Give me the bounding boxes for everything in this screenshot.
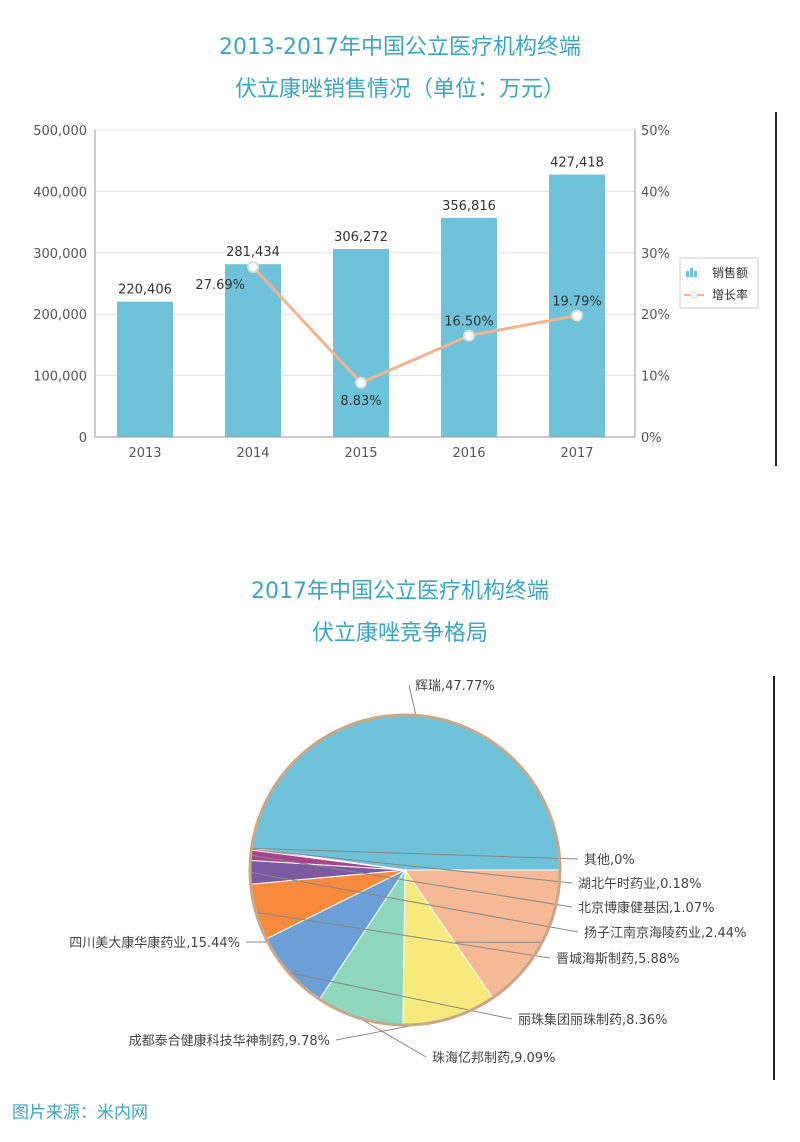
left-tick-label: 200,000 bbox=[33, 308, 87, 323]
bar bbox=[117, 301, 173, 437]
legend bbox=[679, 257, 759, 309]
growth-point bbox=[571, 309, 583, 322]
bar bbox=[225, 264, 281, 437]
growth-label: 16.50% bbox=[444, 315, 494, 330]
x-tick-label: 2016 bbox=[452, 446, 485, 461]
left-tick-label: 500,000 bbox=[33, 124, 87, 139]
slice-label: 成都泰合健康科技华神制药,9.78% bbox=[129, 1033, 330, 1049]
chart1-title: 2013-2017年中国公立医疗机构终端 bbox=[219, 35, 581, 60]
legend-item: 增长率 bbox=[712, 287, 748, 302]
growth-point bbox=[355, 376, 367, 389]
bar-legend-icon bbox=[694, 271, 697, 277]
pie-chart: 辉瑞,47.77% 四川美大康华康药业,15.44% 成都泰合健康科技华神制药,9.… bbox=[69, 679, 746, 1066]
slice-label: 辉瑞,47.77% bbox=[415, 679, 495, 694]
bar-legend-icon bbox=[690, 268, 693, 277]
right-tick-label: 50% bbox=[641, 124, 670, 139]
line-legend-icon bbox=[690, 291, 698, 299]
leader-line bbox=[255, 911, 551, 959]
leader-line bbox=[288, 972, 513, 1020]
x-tick-label: 2013 bbox=[128, 446, 161, 461]
growth-point bbox=[247, 260, 259, 273]
bar bbox=[441, 217, 497, 437]
bar bbox=[333, 248, 389, 437]
leader-line bbox=[250, 854, 573, 908]
slice-label: 湖北午时药业,0.18% bbox=[578, 877, 701, 892]
chart2-subtitle: 伏立康唑竞争格局 bbox=[311, 621, 488, 646]
bar-label: 281,434 bbox=[226, 245, 280, 260]
bar-label: 427,418 bbox=[550, 156, 604, 171]
bar-label: 306,272 bbox=[334, 230, 388, 245]
slice-label: 扬子江南京海陵药业,2.44% bbox=[584, 925, 746, 941]
left-tick-label: 300,000 bbox=[33, 247, 87, 262]
leader-line bbox=[359, 1017, 427, 1058]
leader-line bbox=[249, 871, 579, 933]
chart2-title: 2017年中国公立医疗机构终端 bbox=[251, 579, 549, 604]
legend-item: 销售额 bbox=[712, 265, 748, 280]
divider bbox=[775, 112, 777, 466]
slice-label: 四川美大康华康药业,15.44% bbox=[69, 935, 240, 951]
right-tick-label: 20% bbox=[641, 308, 670, 323]
leader-line bbox=[408, 684, 417, 716]
divider bbox=[773, 676, 775, 1080]
slice-label: 丽珠集团丽珠制药,8.36% bbox=[518, 1012, 667, 1028]
source-note: 图片来源：米内网 bbox=[12, 1103, 148, 1123]
bar-label: 356,816 bbox=[442, 199, 496, 214]
left-tick-label: 100,000 bbox=[33, 370, 87, 385]
growth-label: 27.69% bbox=[195, 278, 245, 293]
leader-line bbox=[251, 848, 573, 884]
bar-line-chart: 0 100,000 200,000 300,000 400,000 500,000 0% 10… bbox=[33, 124, 759, 461]
right-tick-label: 10% bbox=[641, 370, 670, 385]
slice-label: 晋城海斯制药,5.88% bbox=[556, 952, 679, 967]
growth-label: 19.79% bbox=[552, 294, 602, 309]
bar-legend-icon bbox=[686, 271, 689, 277]
right-tick-label: 40% bbox=[641, 185, 670, 200]
pie-slice bbox=[250, 714, 561, 871]
bar-label: 220,406 bbox=[118, 283, 172, 298]
pie-border bbox=[248, 713, 562, 1027]
slice-label: 珠海亿邦制药,9.09% bbox=[432, 1051, 555, 1066]
growth-label: 8.83% bbox=[340, 394, 381, 409]
growth-point bbox=[463, 329, 475, 342]
left-tick-label: 0 bbox=[79, 431, 87, 446]
growth-line bbox=[251, 265, 578, 385]
right-tick-label: 0% bbox=[641, 431, 662, 446]
x-tick-label: 2014 bbox=[236, 446, 269, 461]
chart1-subtitle: 伏立康唑销售情况（单位：万元） bbox=[234, 77, 565, 102]
left-tick-label: 400,000 bbox=[33, 185, 87, 200]
leader-line bbox=[251, 847, 579, 860]
slice-label: 北京博康健基因,1.07% bbox=[578, 900, 714, 916]
bar bbox=[549, 174, 605, 437]
x-tick-label: 2017 bbox=[560, 446, 593, 461]
x-tick-label: 2015 bbox=[344, 446, 377, 461]
slice-label: 其他,0% bbox=[584, 853, 635, 868]
right-tick-label: 30% bbox=[641, 247, 670, 262]
